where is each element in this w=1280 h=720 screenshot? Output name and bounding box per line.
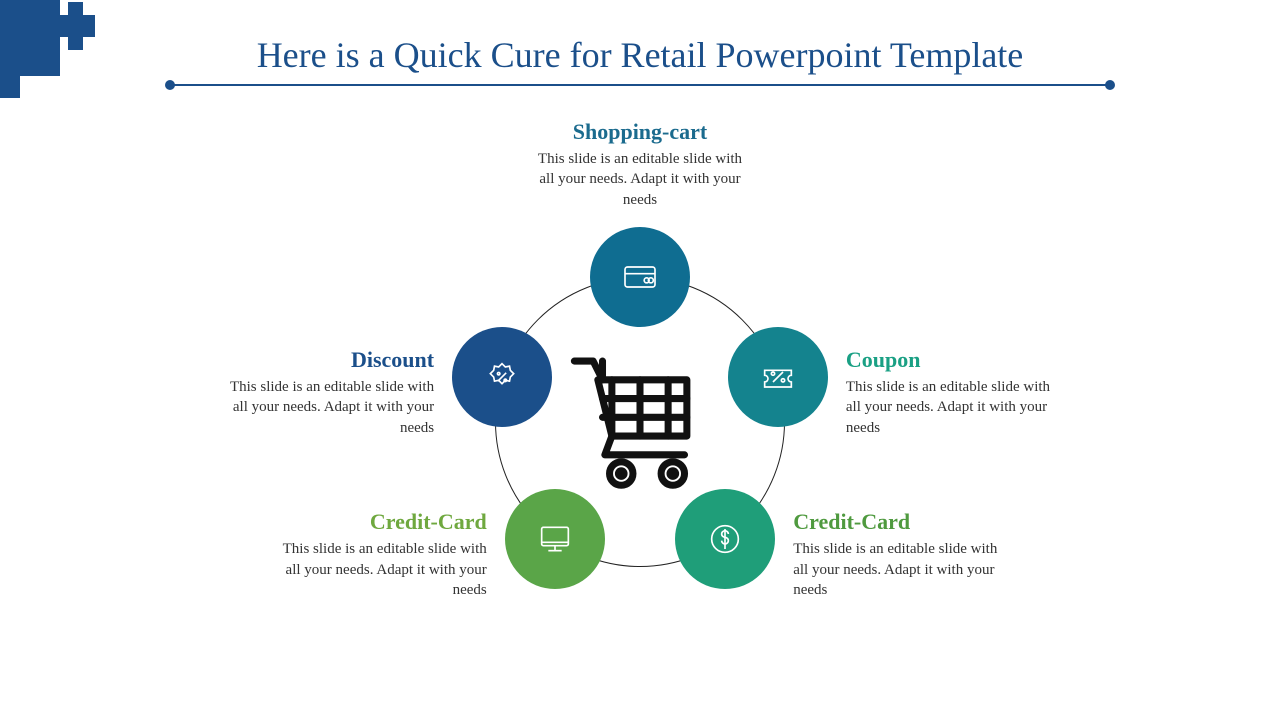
label-left-body: This slide is an editable slide with all…: [214, 377, 434, 438]
node-bottom-left: [505, 489, 605, 589]
plus-notch: [20, 76, 40, 98]
label-top-body: This slide is an editable slide with all…: [530, 149, 750, 210]
label-left-heading: Discount: [214, 347, 434, 373]
label-br-heading: Credit-Card: [793, 509, 1013, 535]
shopping-cart-icon: [565, 347, 715, 497]
dollar-icon: [705, 519, 745, 559]
title-divider: [170, 84, 1110, 86]
node-right: [728, 327, 828, 427]
label-br-body: This slide is an editable slide with all…: [793, 539, 1013, 600]
coupon-icon: [758, 357, 798, 397]
label-top: Shopping-cart This slide is an editable …: [530, 119, 750, 210]
label-right-heading: Coupon: [846, 347, 1066, 373]
monitor-icon: [535, 519, 575, 559]
node-top: [590, 227, 690, 327]
label-right-body: This slide is an editable slide with all…: [846, 377, 1066, 438]
credit-card-icon: [620, 257, 660, 297]
label-bl-body: This slide is an editable slide with all…: [267, 539, 487, 600]
node-left: [452, 327, 552, 427]
discount-badge-icon: [482, 357, 522, 397]
label-right: Coupon This slide is an editable slide w…: [846, 347, 1066, 438]
label-top-heading: Shopping-cart: [530, 119, 750, 145]
page-title: Here is a Quick Cure for Retail Powerpoi…: [0, 34, 1280, 76]
node-bottom-right: [675, 489, 775, 589]
label-bl: Credit-Card This slide is an editable sl…: [267, 509, 487, 600]
label-bl-heading: Credit-Card: [267, 509, 487, 535]
label-left: Discount This slide is an editable slide…: [214, 347, 434, 438]
center-shopping-cart: [565, 347, 715, 497]
slide-stage: Here is a Quick Cure for Retail Powerpoi…: [0, 0, 1280, 720]
label-br: Credit-Card This slide is an editable sl…: [793, 509, 1013, 600]
